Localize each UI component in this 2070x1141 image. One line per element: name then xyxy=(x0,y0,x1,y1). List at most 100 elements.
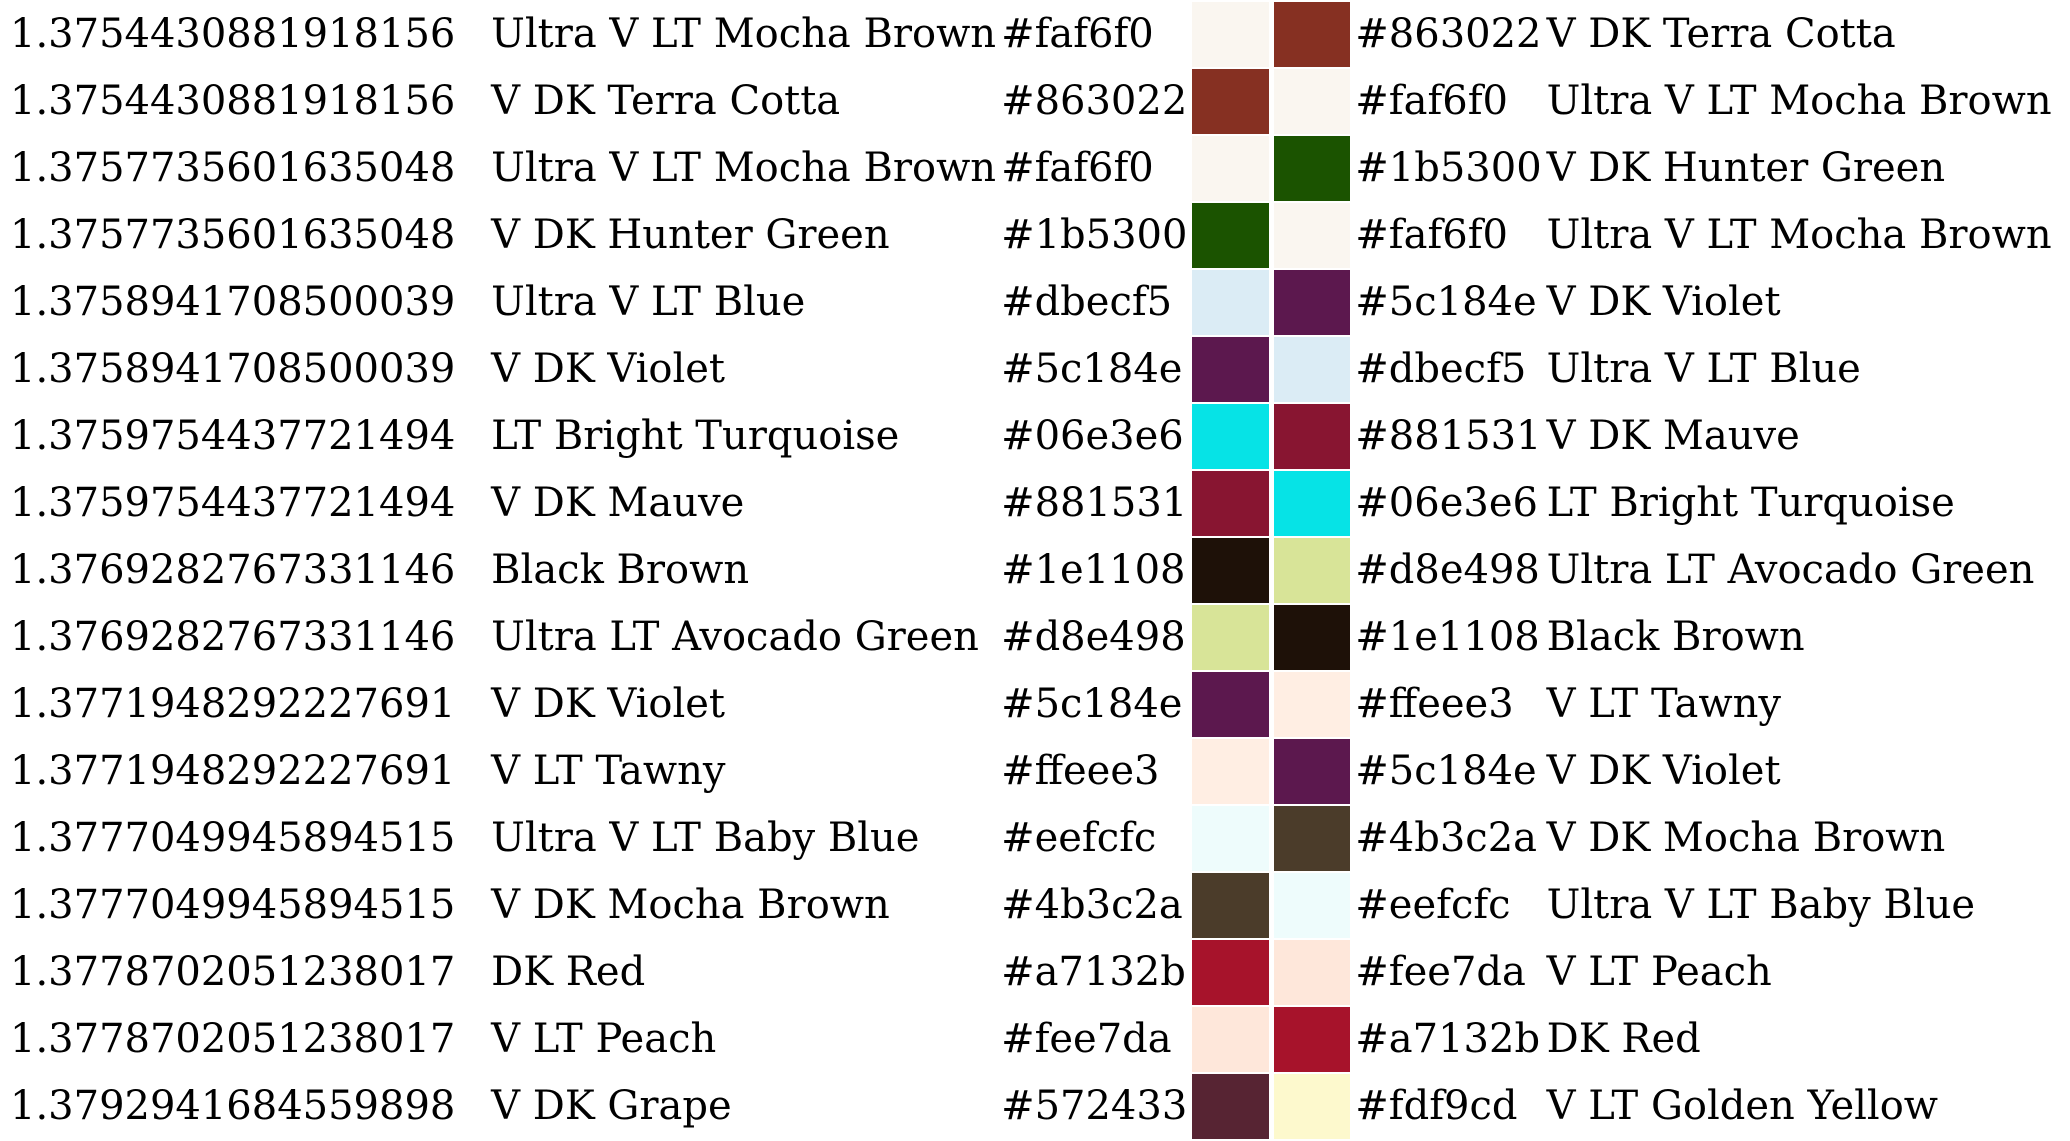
distance-value: 1.3769282767331146 xyxy=(10,614,456,660)
match-color-swatch xyxy=(1273,203,1351,268)
thread-color-hex: #572433 xyxy=(1001,1083,1188,1129)
thread-color-name: Ultra LT Avocado Green xyxy=(491,614,979,660)
thread-color-swatch xyxy=(1192,538,1269,603)
match-color-hex: #fee7da xyxy=(1355,949,1526,995)
match-color-hex: #5c184e xyxy=(1355,279,1537,325)
thread-color-swatch xyxy=(1192,940,1269,1005)
color-pair-row: 1.3771948292227691 V LT Tawny #ffeee3 #5c18… xyxy=(10,739,2065,804)
match-color-name: Ultra V LT Blue xyxy=(1546,346,1861,392)
match-color-name: V DK Mauve xyxy=(1546,413,1800,459)
thread-color-hex: #5c184e xyxy=(1001,681,1183,727)
color-pair-row: 1.3777049945894515 V DK Mocha Brown #4b3c2… xyxy=(10,873,2065,938)
thread-color-name: V DK Terra Cotta xyxy=(491,78,841,124)
thread-color-name: Ultra V LT Baby Blue xyxy=(491,815,920,861)
color-pair-table: 1.3754430881918156 Ultra V LT Mocha Brown… xyxy=(5,0,2070,1141)
thread-color-name: V LT Peach xyxy=(491,1016,717,1062)
thread-color-swatch xyxy=(1192,337,1269,402)
distance-value: 1.3759754437721494 xyxy=(10,413,456,459)
thread-color-hex: #fee7da xyxy=(1001,1016,1172,1062)
color-pair-row: 1.3757735601635048 Ultra V LT Mocha Brown… xyxy=(10,136,2065,201)
match-color-swatch xyxy=(1273,337,1351,402)
thread-color-hex: #863022 xyxy=(1001,78,1188,124)
match-color-name: V DK Violet xyxy=(1546,748,1781,794)
thread-color-hex: #faf6f0 xyxy=(1001,145,1154,191)
thread-color-hex: #881531 xyxy=(1001,480,1188,526)
thread-color-hex: #faf6f0 xyxy=(1001,11,1154,57)
match-color-name: V DK Violet xyxy=(1546,279,1781,325)
distance-value: 1.3758941708500039 xyxy=(10,346,456,392)
thread-color-swatch xyxy=(1192,69,1269,134)
thread-color-name: LT Bright Turquoise xyxy=(491,413,900,459)
match-color-hex: #1e1108 xyxy=(1355,614,1540,660)
thread-color-hex: #06e3e6 xyxy=(1001,413,1184,459)
thread-color-swatch xyxy=(1192,203,1269,268)
match-color-name: V LT Peach xyxy=(1546,949,1772,995)
match-color-swatch xyxy=(1273,471,1351,536)
distance-value: 1.3777049945894515 xyxy=(10,882,456,928)
thread-color-swatch xyxy=(1192,270,1269,335)
thread-color-hex: #ffeee3 xyxy=(1001,748,1160,794)
thread-color-swatch xyxy=(1192,471,1269,536)
thread-color-hex: #eefcfc xyxy=(1001,815,1157,861)
thread-color-name: V DK Hunter Green xyxy=(491,212,890,258)
match-color-hex: #d8e498 xyxy=(1355,547,1540,593)
match-color-hex: #eefcfc xyxy=(1355,882,1511,928)
color-pair-row: 1.3777049945894515 Ultra V LT Baby Blue #e… xyxy=(10,806,2065,871)
match-color-swatch xyxy=(1273,739,1351,804)
thread-color-swatch xyxy=(1192,806,1269,871)
distance-value: 1.3778702051238017 xyxy=(10,1016,456,1062)
color-pair-row: 1.3757735601635048 V DK Hunter Green #1b53… xyxy=(10,203,2065,268)
thread-color-swatch xyxy=(1192,873,1269,938)
match-color-hex: #faf6f0 xyxy=(1355,212,1508,258)
color-pair-row: 1.3771948292227691 V DK Violet #5c184e #ffe… xyxy=(10,672,2065,737)
thread-color-name: Black Brown xyxy=(491,547,750,593)
distance-value: 1.3754430881918156 xyxy=(10,78,456,124)
color-pair-row: 1.3758941708500039 Ultra V LT Blue #dbecf5… xyxy=(10,270,2065,335)
color-pair-rows: 1.3754430881918156 Ultra V LT Mocha Brown… xyxy=(10,2,2065,1139)
match-color-name: V DK Hunter Green xyxy=(1546,145,1946,191)
distance-value: 1.3769282767331146 xyxy=(10,547,456,593)
match-color-swatch xyxy=(1273,806,1351,871)
match-color-hex: #863022 xyxy=(1355,11,1542,57)
match-color-hex: #881531 xyxy=(1355,413,1542,459)
thread-color-swatch xyxy=(1192,672,1269,737)
match-color-name: LT Bright Turquoise xyxy=(1546,480,1955,526)
match-color-name: V DK Terra Cotta xyxy=(1546,11,1896,57)
thread-color-name: Ultra V LT Mocha Brown xyxy=(491,145,997,191)
match-color-swatch xyxy=(1273,270,1351,335)
match-color-swatch xyxy=(1273,672,1351,737)
match-color-hex: #fdf9cd xyxy=(1355,1083,1518,1129)
distance-value: 1.3771948292227691 xyxy=(10,748,456,794)
thread-color-swatch xyxy=(1192,2,1269,67)
match-color-swatch xyxy=(1273,2,1351,67)
match-color-swatch xyxy=(1273,873,1351,938)
thread-color-hex: #1e1108 xyxy=(1001,547,1186,593)
distance-value: 1.3777049945894515 xyxy=(10,815,456,861)
distance-value: 1.3758941708500039 xyxy=(10,279,456,325)
match-color-hex: #dbecf5 xyxy=(1355,346,1527,392)
match-color-hex: #a7132b xyxy=(1355,1016,1541,1062)
color-pair-row: 1.3759754437721494 V DK Mauve #881531 #06e3… xyxy=(10,471,2065,536)
match-color-hex: #06e3e6 xyxy=(1355,480,1538,526)
thread-color-swatch xyxy=(1192,1007,1269,1072)
match-color-name: Black Brown xyxy=(1546,614,1805,660)
thread-color-swatch xyxy=(1192,136,1269,201)
match-color-hex: #faf6f0 xyxy=(1355,78,1508,124)
match-color-swatch xyxy=(1273,1074,1351,1139)
thread-color-swatch xyxy=(1192,605,1269,670)
color-pair-row: 1.3759754437721494 LT Bright Turquoise #06… xyxy=(10,404,2065,469)
distance-value: 1.3757735601635048 xyxy=(10,145,456,191)
thread-color-name: Ultra V LT Blue xyxy=(491,279,806,325)
thread-color-name: DK Red xyxy=(491,949,646,995)
distance-value: 1.3754430881918156 xyxy=(10,11,456,57)
color-pair-row: 1.3758941708500039 V DK Violet #5c184e #dbe… xyxy=(10,337,2065,402)
match-color-swatch xyxy=(1273,605,1351,670)
distance-value: 1.3778702051238017 xyxy=(10,949,456,995)
match-color-name: V DK Mocha Brown xyxy=(1546,815,1946,861)
match-color-name: V LT Tawny xyxy=(1546,681,1781,727)
thread-color-name: V LT Tawny xyxy=(491,748,726,794)
match-color-name: Ultra LT Avocado Green xyxy=(1546,547,2035,593)
match-color-hex: #1b5300 xyxy=(1355,145,1542,191)
distance-value: 1.3759754437721494 xyxy=(10,480,456,526)
match-color-name: Ultra V LT Mocha Brown xyxy=(1546,78,2052,124)
